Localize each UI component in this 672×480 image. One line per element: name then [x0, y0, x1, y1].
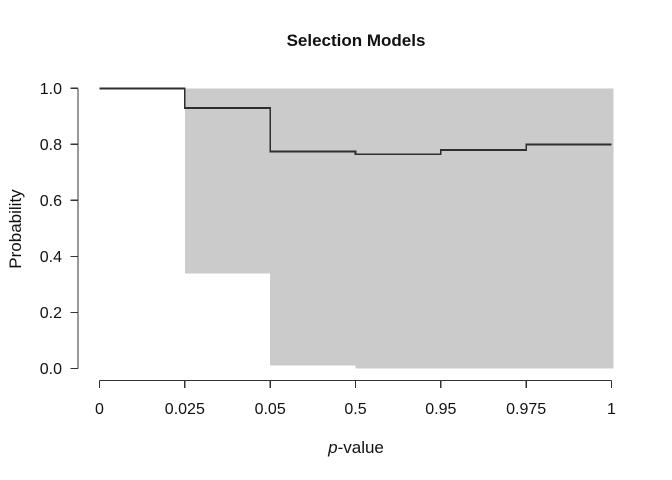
confidence-band	[184, 88, 614, 369]
x-tick-label: 0.025	[165, 401, 205, 418]
y-tick-label: 1.0	[40, 81, 62, 98]
y-tick-label: 0.0	[40, 361, 62, 378]
x-tick-label: 0.5	[344, 401, 366, 418]
step-line-path	[99, 87, 612, 156]
y-tick-label: 0.8	[40, 137, 62, 154]
confidence-band-segment	[355, 88, 614, 369]
chart-title: Selection Models	[287, 31, 426, 50]
step-line	[99, 87, 612, 156]
y-tick-label: 0.4	[40, 249, 62, 266]
x-tick-label: 0.975	[506, 401, 546, 418]
y-axis-label: Probability	[6, 189, 25, 269]
x-axis-label: p-value	[327, 438, 384, 457]
chart-labels: Selection Models p-value Probability	[6, 31, 425, 457]
x-axis-label-italic-p: p	[327, 438, 337, 457]
confidence-band-segment	[270, 88, 356, 366]
x-axis-label-rest: -value	[338, 438, 384, 457]
y-tick-label: 0.2	[40, 305, 62, 322]
confidence-band-segment	[184, 88, 271, 274]
axes: 0 0.025 0.05 0.5 0.95 0.975 1 0.0 0.2 0.4 0.6 0.8 1.…	[40, 81, 616, 418]
y-tick-label: 0.6	[40, 193, 62, 210]
x-tick-label: 1	[607, 401, 616, 418]
x-tick-label: 0	[95, 401, 104, 418]
x-tick-label: 0.05	[255, 401, 286, 418]
x-tick-label: 0.95	[425, 401, 456, 418]
